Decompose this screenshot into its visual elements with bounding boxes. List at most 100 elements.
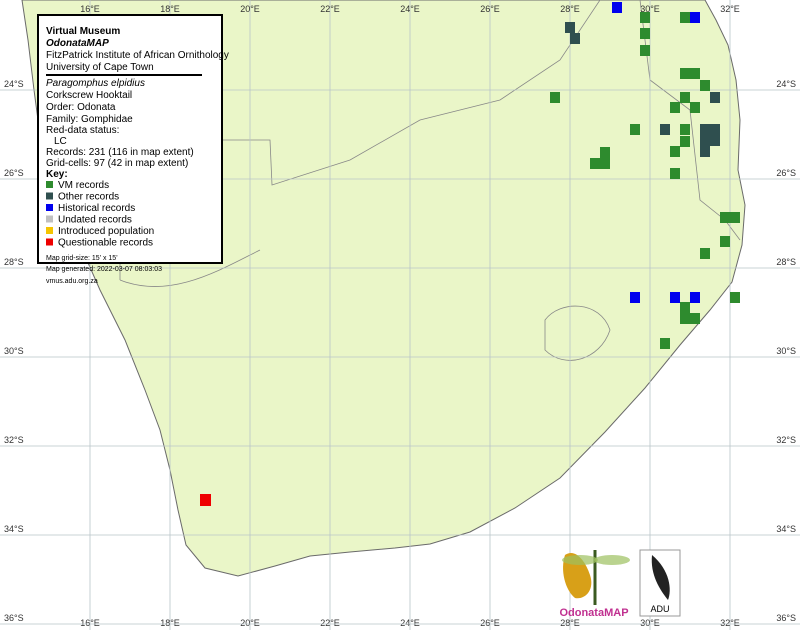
record-cell xyxy=(570,33,580,44)
lat-label: 36°S xyxy=(776,613,796,623)
record-cell xyxy=(670,102,680,113)
record-cell xyxy=(700,80,710,91)
header-text: University of Cape Town xyxy=(46,62,154,73)
lat-label: 26°S xyxy=(776,168,796,178)
lon-label: 20°E xyxy=(240,618,260,628)
species-text: Records: 231 (116 in map extent) xyxy=(46,147,194,158)
key-label: Undated records xyxy=(58,215,132,226)
logo-wing xyxy=(562,555,598,565)
lat-label: 30°S xyxy=(776,346,796,356)
species-text: Grid-cells: 97 (42 in map extent) xyxy=(46,158,188,169)
record-cell xyxy=(700,135,710,146)
record-cell xyxy=(680,68,690,79)
lon-label: 30°E xyxy=(640,4,660,14)
record-cell xyxy=(680,136,690,147)
record-cell xyxy=(710,124,720,135)
species-text: Paragomphus elpidius xyxy=(46,78,145,89)
lon-label: 26°E xyxy=(480,4,500,14)
lat-label: 34°S xyxy=(4,524,24,534)
lon-label: 24°E xyxy=(400,618,420,628)
key-title: Key: xyxy=(46,169,68,180)
footer-text: vmus.adu.org.za xyxy=(46,278,98,285)
record-cell xyxy=(660,338,670,349)
species-text: Red-data status: xyxy=(46,125,119,136)
species-text: Order: Odonata xyxy=(46,102,116,113)
lon-label: 28°E xyxy=(560,4,580,14)
legend: Virtual Museum OdonataMAP FitzPatrick In… xyxy=(37,14,229,264)
lon-label: 16°E xyxy=(80,4,100,14)
record-cell xyxy=(690,68,700,79)
record-cell xyxy=(680,124,690,135)
lat-label: 24°S xyxy=(4,79,24,89)
lon-label: 18°E xyxy=(160,618,180,628)
key-swatch xyxy=(46,215,53,223)
footer-text: Map generated: 2022-03-07 08:03:03 xyxy=(46,266,162,273)
lat-label: 34°S xyxy=(776,524,796,534)
record-cell xyxy=(590,158,600,169)
lon-label: 22°E xyxy=(320,4,340,14)
key-swatch xyxy=(46,204,53,211)
logo-text: OdonataMAP xyxy=(559,607,628,619)
record-cell xyxy=(630,292,640,303)
key-label: Other records xyxy=(58,192,119,203)
lat-label: 30°S xyxy=(4,346,24,356)
key-swatch xyxy=(46,238,53,246)
species-text: LC xyxy=(54,136,67,147)
lat-label: 36°S xyxy=(4,613,24,623)
record-cell xyxy=(565,22,575,33)
record-cell xyxy=(680,12,690,23)
record-cells xyxy=(200,2,740,506)
lat-label: 26°S xyxy=(4,168,24,178)
lon-label: 26°E xyxy=(480,618,500,628)
lat-label: 32°S xyxy=(4,435,24,445)
legend-box xyxy=(37,14,223,264)
border xyxy=(119,0,741,361)
record-cell xyxy=(700,124,710,135)
key-label: Introduced population xyxy=(58,226,154,237)
header-text: Virtual Museum xyxy=(46,26,120,37)
record-cell xyxy=(730,212,740,223)
key-label: VM records xyxy=(58,180,109,191)
record-cell xyxy=(670,146,680,157)
record-cell xyxy=(680,92,690,103)
record-cell xyxy=(730,292,740,303)
record-cell xyxy=(630,124,640,135)
logo-text: ADU xyxy=(650,604,669,614)
species-text: Family: Gomphidae xyxy=(46,114,133,125)
lon-label: 22°E xyxy=(320,618,340,628)
record-cell xyxy=(700,248,710,259)
record-cell xyxy=(600,158,610,169)
logo-wing xyxy=(594,555,630,565)
record-cell xyxy=(690,12,700,23)
lon-label: 32°E xyxy=(720,4,740,14)
record-cell xyxy=(680,302,690,313)
record-cell xyxy=(690,313,700,324)
lon-label: 30°E xyxy=(640,618,660,628)
record-cell xyxy=(200,494,211,506)
lat-label: 28°S xyxy=(776,257,796,267)
lon-label: 18°E xyxy=(160,4,180,14)
record-cell xyxy=(660,124,670,135)
lat-label: 28°S xyxy=(4,257,24,267)
header-text: FitzPatrick Institute of African Ornitho… xyxy=(46,50,229,61)
odonata-logo: OdonataMAP xyxy=(559,550,630,619)
record-cell xyxy=(612,2,622,13)
lon-label: 24°E xyxy=(400,4,420,14)
key-swatch xyxy=(46,192,53,200)
record-cell xyxy=(640,12,650,23)
record-cell xyxy=(690,292,700,303)
lat-label: 32°S xyxy=(776,435,796,445)
record-cell xyxy=(550,92,560,103)
record-cell xyxy=(640,28,650,39)
logo-feather xyxy=(651,555,670,600)
record-cell xyxy=(680,313,690,324)
key-label: Questionable records xyxy=(58,238,153,249)
key-swatch xyxy=(46,181,53,188)
record-cell xyxy=(600,147,610,158)
species-text: Corkscrew Hooktail xyxy=(46,90,132,101)
record-cell xyxy=(670,168,680,179)
adu-logo: ADU xyxy=(639,549,681,617)
lon-label: 16°E xyxy=(80,618,100,628)
record-cell xyxy=(720,212,730,223)
